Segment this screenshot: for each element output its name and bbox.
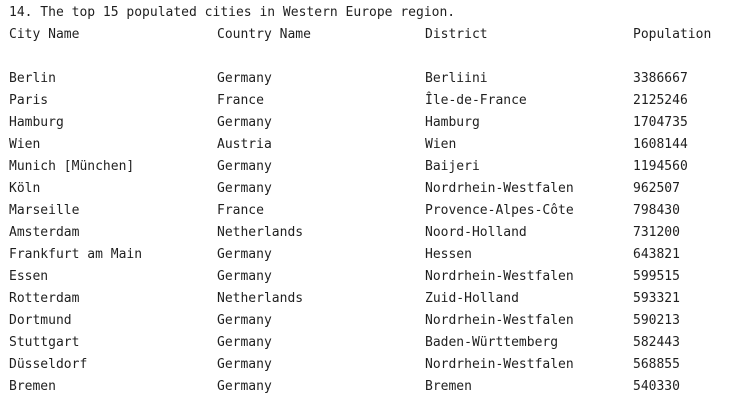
city-cell: Essen xyxy=(9,269,49,284)
country-cell: Germany xyxy=(217,269,272,284)
population-cell: 582443 xyxy=(633,335,680,350)
country-cell: Germany xyxy=(217,357,272,372)
table-row: Dortmund Germany Nordrhein-Westfalen 590… xyxy=(0,313,730,335)
country-cell: Austria xyxy=(217,137,272,152)
table-row: Bremen Germany Bremen 540330 xyxy=(0,379,730,401)
district-cell: Hessen xyxy=(425,247,472,262)
table-row: Berlin Germany Berliini 3386667 xyxy=(0,71,730,93)
district-cell: Berliini xyxy=(425,71,488,86)
report-heading: 14. The top 15 populated cities in Weste… xyxy=(9,5,456,20)
city-cell: Berlin xyxy=(9,71,56,86)
column-header-district: District xyxy=(425,27,488,42)
city-cell: Frankfurt am Main xyxy=(9,247,143,262)
population-cell: 2125246 xyxy=(633,93,688,108)
district-cell: Nordrhein-Westfalen xyxy=(425,181,574,196)
city-cell: Rotterdam xyxy=(9,291,80,306)
country-cell: France xyxy=(217,203,264,218)
country-cell: Netherlands xyxy=(217,291,304,306)
population-cell: 599515 xyxy=(633,269,680,284)
country-cell: Germany xyxy=(217,115,272,130)
population-cell: 1194560 xyxy=(633,159,688,174)
population-cell: 568855 xyxy=(633,357,680,372)
city-cell: Munich [München] xyxy=(9,159,135,174)
table-row: Paris France Île-de-France 2125246 xyxy=(0,93,730,115)
city-cell: Marseille xyxy=(9,203,80,218)
city-cell: Dortmund xyxy=(9,313,72,328)
table-row: Köln Germany Nordrhein-Westfalen 962507 xyxy=(0,181,730,203)
population-cell: 540330 xyxy=(633,379,680,394)
city-cell: Stuttgart xyxy=(9,335,80,350)
population-cell: 962507 xyxy=(633,181,680,196)
table-row: Frankfurt am Main Germany Hessen 643821 xyxy=(0,247,730,269)
table-row: Rotterdam Netherlands Zuid-Holland 59332… xyxy=(0,291,730,313)
table-body: Berlin Germany Berliini 3386667 Paris Fr… xyxy=(0,71,730,401)
district-cell: Baden-Württemberg xyxy=(425,335,559,350)
table-row: Amsterdam Netherlands Noord-Holland 7312… xyxy=(0,225,730,247)
population-cell: 3386667 xyxy=(633,71,688,86)
country-cell: France xyxy=(217,93,264,108)
district-cell: Nordrhein-Westfalen xyxy=(425,269,574,284)
table-row: Hamburg Germany Hamburg 1704735 xyxy=(0,115,730,137)
population-cell: 1608144 xyxy=(633,137,688,152)
population-cell: 1704735 xyxy=(633,115,688,130)
table-row: Essen Germany Nordrhein-Westfalen 599515 xyxy=(0,269,730,291)
district-cell: Nordrhein-Westfalen xyxy=(425,313,574,328)
city-cell: Bremen xyxy=(9,379,56,394)
district-cell: Noord-Holland xyxy=(425,225,527,240)
population-cell: 593321 xyxy=(633,291,680,306)
population-cell: 643821 xyxy=(633,247,680,262)
table-row: Marseille France Provence-Alpes-Côte 798… xyxy=(0,203,730,225)
country-cell: Germany xyxy=(217,379,272,394)
district-cell: Nordrhein-Westfalen xyxy=(425,357,574,372)
column-header-country: Country Name xyxy=(217,27,311,42)
city-cell: Amsterdam xyxy=(9,225,80,240)
table-row: Düsseldorf Germany Nordrhein-Westfalen 5… xyxy=(0,357,730,379)
country-cell: Germany xyxy=(217,335,272,350)
column-header-population: Population xyxy=(633,27,712,42)
city-cell: Hamburg xyxy=(9,115,64,130)
district-cell: Hamburg xyxy=(425,115,480,130)
table-row: Wien Austria Wien 1608144 xyxy=(0,137,730,159)
city-cell: Köln xyxy=(9,181,41,196)
table-row: Stuttgart Germany Baden-Württemberg 5824… xyxy=(0,335,730,357)
table-header: City Name Country Name District Populati… xyxy=(0,27,730,43)
district-cell: Wien xyxy=(425,137,457,152)
district-cell: Baijeri xyxy=(425,159,480,174)
country-cell: Germany xyxy=(217,247,272,262)
city-cell: Düsseldorf xyxy=(9,357,88,372)
population-cell: 590213 xyxy=(633,313,680,328)
district-cell: Zuid-Holland xyxy=(425,291,519,306)
population-cell: 798430 xyxy=(633,203,680,218)
country-cell: Germany xyxy=(217,159,272,174)
table-row: Munich [München] Germany Baijeri 1194560 xyxy=(0,159,730,181)
district-cell: Île-de-France xyxy=(425,93,527,108)
city-cell: Wien xyxy=(9,137,41,152)
country-cell: Germany xyxy=(217,181,272,196)
district-cell: Bremen xyxy=(425,379,472,394)
country-cell: Netherlands xyxy=(217,225,304,240)
city-cell: Paris xyxy=(9,93,49,108)
column-header-city: City Name xyxy=(9,27,80,42)
country-cell: Germany xyxy=(217,71,272,86)
country-cell: Germany xyxy=(217,313,272,328)
population-cell: 731200 xyxy=(633,225,680,240)
district-cell: Provence-Alpes-Côte xyxy=(425,203,574,218)
